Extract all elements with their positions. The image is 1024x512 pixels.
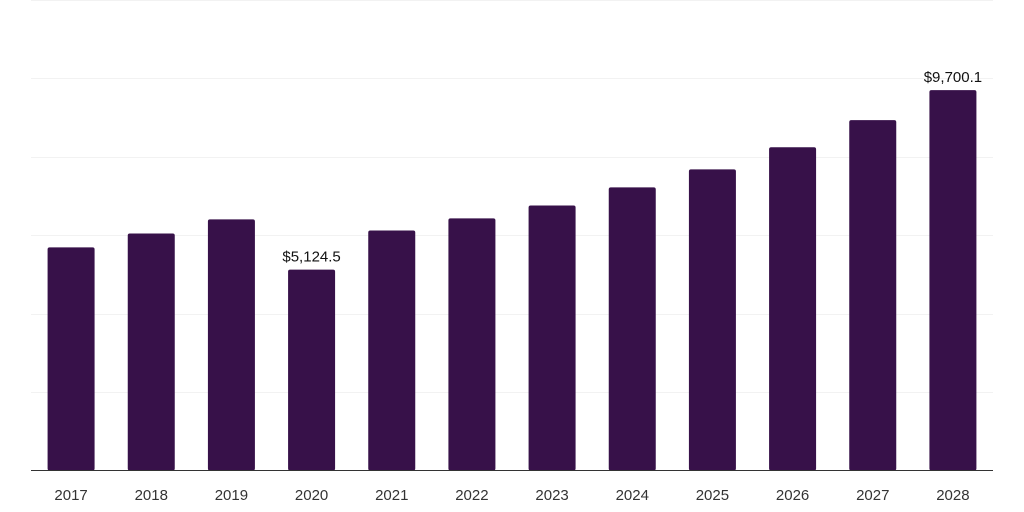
- bar-2026: [769, 147, 817, 471]
- x-tick-label: 2026: [776, 487, 809, 504]
- bar-2028: [929, 90, 977, 471]
- bar-2020: [288, 269, 336, 471]
- x-tick-label: 2021: [375, 487, 408, 504]
- x-tick-label: 2025: [696, 487, 729, 504]
- bar-2027: [849, 120, 897, 471]
- bar-2025: [688, 169, 736, 471]
- bar-2022: [448, 218, 496, 471]
- x-tick-label: 2018: [135, 487, 168, 504]
- bar-2024: [608, 187, 656, 471]
- bar-2017: [47, 247, 95, 471]
- bar-2021: [368, 230, 416, 471]
- bar-2018: [127, 233, 175, 471]
- x-tick-label: 2019: [215, 487, 248, 504]
- data-label-2028: $9,700.1: [924, 69, 982, 86]
- x-tick-label: 2023: [535, 487, 568, 504]
- x-tick-label: 2020: [295, 487, 328, 504]
- x-tick-label: 2017: [54, 487, 87, 504]
- data-labels: $5,124.5 $9,700.1: [282, 69, 982, 265]
- data-label-2020: $5,124.5: [282, 249, 340, 266]
- bar-2023: [528, 205, 576, 471]
- x-tick-label: 2022: [455, 487, 488, 504]
- gridlines: [31, 0, 993, 393]
- x-tick-label: 2027: [856, 487, 889, 504]
- bar-2019: [207, 219, 255, 471]
- x-tick-label: 2024: [616, 487, 649, 504]
- bars: [47, 90, 977, 471]
- x-tick-label: 2028: [936, 487, 969, 504]
- x-axis-ticks: 2017 2018 2019 2020 2021 2022 2023 2024 2025 2026…: [54, 487, 969, 504]
